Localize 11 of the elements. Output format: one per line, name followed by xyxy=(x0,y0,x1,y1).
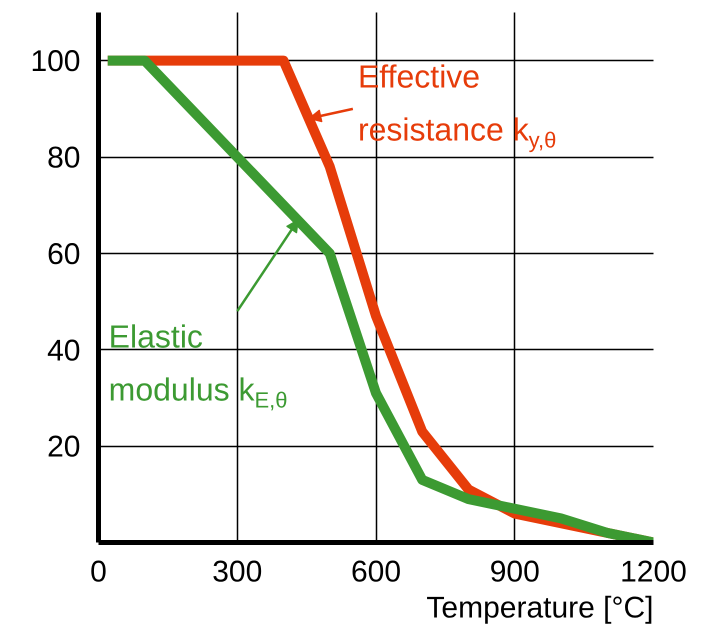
y-tick-label: 40 xyxy=(47,334,81,368)
y-tick-label: 100 xyxy=(30,45,81,78)
x-tick-label: 600 xyxy=(350,556,402,588)
x-axis-title: Temperature [°C] xyxy=(426,592,654,624)
x-tick-label: 1200 xyxy=(620,556,687,588)
x-tick-label: 900 xyxy=(490,556,540,588)
y-tick-label: 80 xyxy=(47,142,81,175)
y-tick-label: 20 xyxy=(47,430,81,464)
x-tick-label: 0 xyxy=(90,556,107,588)
x-tick-label: 300 xyxy=(212,556,262,588)
y-tick-label: 60 xyxy=(47,238,81,271)
